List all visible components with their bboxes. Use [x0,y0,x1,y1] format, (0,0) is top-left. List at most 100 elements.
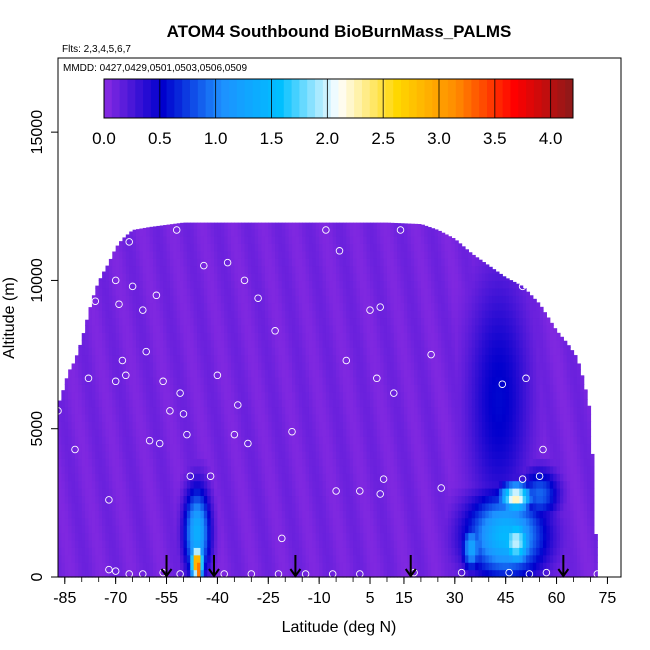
heatmap-cell [203,310,208,319]
heatmap-cell [332,302,337,311]
heatmap-cell [380,443,385,452]
heatmap-cell [129,517,134,526]
heatmap-cell [210,361,215,370]
heatmap-cell [319,339,324,348]
heatmap-cell [136,258,140,267]
heatmap-cell [91,562,96,571]
heatmap-cell [386,384,391,393]
heatmap-cell [74,384,79,393]
heatmap-cell [217,222,222,230]
heatmap-cell [336,495,341,504]
heatmap-cell [315,569,320,578]
heatmap-cell [163,265,168,274]
heatmap-cell [325,502,330,511]
heatmap-cell [64,399,69,408]
heatmap-cell [383,302,388,311]
heatmap-cell [346,376,351,385]
heatmap-cell [234,510,239,519]
heatmap-cell [108,361,113,370]
heatmap-cell [420,428,425,437]
heatmap-cell [224,495,229,504]
heatmap-cell [91,554,96,563]
heatmap-cell [275,347,280,356]
heatmap-cell [224,361,229,370]
heatmap-cell [424,554,429,563]
heatmap-cell [112,510,117,519]
heatmap-cell [61,465,66,474]
heatmap-cell [271,547,276,556]
heatmap-cell [308,443,313,452]
heatmap-cell [359,473,364,482]
heatmap-cell [271,413,276,422]
heatmap-cell [342,324,347,333]
heatmap-cell [356,539,361,548]
heatmap-cell [139,243,144,252]
heatmap-cell [149,347,154,356]
heatmap-cell [136,376,140,385]
heatmap-cell [95,324,100,333]
heatmap-cell [275,332,280,341]
heatmap-cell [329,517,334,526]
heatmap-cell [342,406,347,415]
heatmap-cell [166,287,171,296]
heatmap-cell [403,532,408,541]
heatmap-cell [407,265,412,274]
heatmap-cell [370,421,375,430]
heatmap-cell [169,532,174,541]
heatmap-cell [258,399,263,408]
heatmap-cell [366,532,371,541]
heatmap-cell [176,310,181,319]
heatmap-cell [81,480,86,489]
heatmap-cell [139,310,144,319]
heatmap-cell [146,235,151,244]
heatmap-cell [203,361,208,370]
heatmap-cell [234,317,239,326]
heatmap-cell [312,436,317,445]
heatmap-cell [156,302,161,311]
heatmap-cell [217,302,222,311]
heatmap-cell [176,406,181,415]
heatmap-cell [325,265,330,274]
heatmap-cell [359,302,364,311]
heatmap-cell [136,332,140,341]
heatmap-cell [285,473,290,482]
heatmap-cell [285,302,290,311]
heatmap-cell [281,495,286,504]
heatmap-cell [149,295,154,304]
heatmap-cell [346,317,351,326]
heatmap-cell [132,495,137,504]
heatmap-cell [305,273,310,282]
heatmap-cell [373,517,378,526]
heatmap-cell [61,532,66,541]
heatmap-cell [390,302,395,311]
heatmap-cell [366,391,371,400]
heatmap-cell [200,384,205,393]
heatmap-cell [200,436,205,445]
heatmap-cell [329,384,334,393]
heatmap-cell [190,436,195,445]
heatmap-cell [281,384,286,393]
heatmap-cell [424,384,429,393]
heatmap-cell [119,258,124,267]
heatmap-cell [139,443,144,452]
heatmap-cell [230,324,235,333]
heatmap-cell [380,339,385,348]
heatmap-cell [163,324,168,333]
heatmap-cell [183,302,188,311]
heatmap-cell [244,235,249,244]
heatmap-cell [393,376,398,385]
heatmap-cell [397,517,402,526]
heatmap-cell [380,495,385,504]
heatmap-cell [180,295,185,304]
heatmap-cell [285,317,290,326]
heatmap-cell [136,443,140,452]
heatmap-cell [227,465,232,474]
heatmap-cell [359,347,364,356]
heatmap-cell [346,517,351,526]
heatmap-cell [173,273,178,282]
heatmap-cell [336,280,341,289]
heatmap-cell [183,258,188,267]
heatmap-cell [180,495,185,504]
heatmap-cell [261,369,266,378]
heatmap-cell [115,384,120,393]
